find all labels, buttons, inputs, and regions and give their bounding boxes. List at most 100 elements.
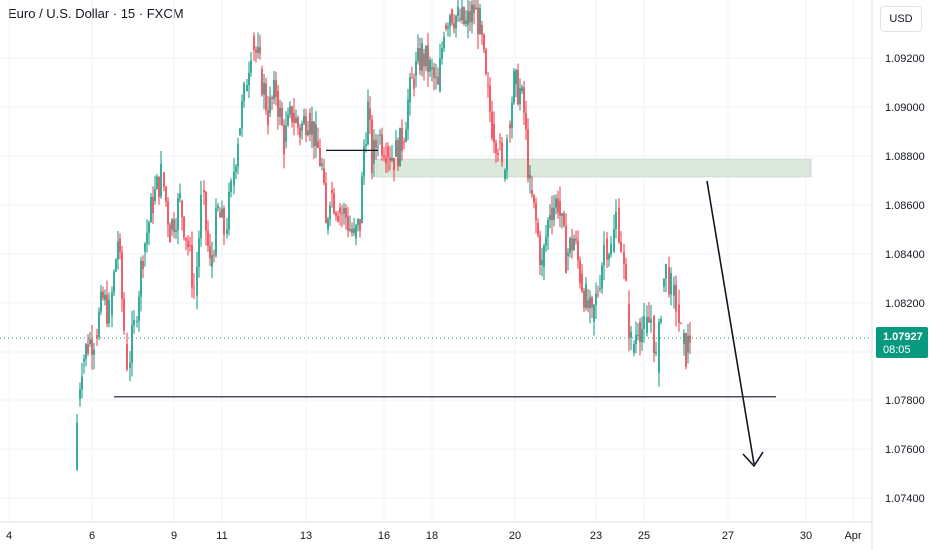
- candle: [660, 319, 662, 322]
- candle: [515, 69, 517, 85]
- candle: [429, 59, 431, 72]
- candle: [506, 138, 508, 171]
- candle: [553, 207, 555, 221]
- candle: [535, 203, 537, 221]
- time-tick-label: 4: [6, 530, 12, 542]
- candle: [543, 245, 545, 267]
- candle: [593, 304, 595, 322]
- candle: [277, 91, 279, 117]
- candle: [255, 49, 257, 53]
- candle: [93, 349, 95, 355]
- candle: [115, 259, 117, 272]
- candle: [289, 106, 291, 115]
- candle: [401, 127, 403, 152]
- candle: [443, 37, 445, 49]
- chart-title: Euro / U.S. Dollar · 15 · FXCM: [8, 6, 184, 21]
- candle: [517, 69, 519, 104]
- candle: [573, 238, 575, 251]
- currency-button[interactable]: USD: [880, 6, 922, 32]
- candle: [169, 224, 171, 243]
- candle: [319, 147, 321, 166]
- candle: [335, 213, 337, 216]
- candle: [620, 241, 622, 252]
- candle: [445, 25, 447, 29]
- candle: [603, 245, 605, 266]
- candle: [226, 229, 228, 234]
- candle: [79, 389, 81, 399]
- candle: [327, 218, 329, 230]
- candle: [158, 176, 160, 197]
- candle: [102, 291, 104, 299]
- candle: [349, 228, 351, 231]
- candle: [513, 71, 515, 103]
- candle: [175, 229, 177, 232]
- candle: [673, 284, 675, 296]
- candle: [557, 198, 559, 213]
- candle: [250, 60, 252, 73]
- candle: [646, 317, 648, 333]
- candle: [561, 213, 563, 216]
- candle: [329, 205, 331, 219]
- candle: [309, 113, 311, 135]
- candle: [635, 334, 637, 344]
- candle: [291, 106, 293, 123]
- candle: [357, 219, 359, 226]
- candle: [295, 117, 297, 123]
- candle: [233, 171, 235, 186]
- candle: [205, 192, 207, 231]
- candle: [577, 240, 579, 261]
- candle: [567, 252, 569, 256]
- candle: [237, 143, 239, 167]
- time-tick-label: 18: [426, 530, 438, 542]
- candle: [565, 225, 567, 274]
- candle: [200, 194, 202, 239]
- candle: [641, 329, 643, 343]
- candle: [76, 422, 78, 470]
- price-tick-label: 1.08600: [885, 200, 925, 212]
- candle: [369, 108, 371, 120]
- candle: [263, 83, 265, 95]
- candle: [597, 293, 599, 295]
- candle: [523, 87, 525, 113]
- candle: [367, 101, 369, 145]
- candle: [601, 265, 603, 289]
- candle: [261, 69, 263, 95]
- bar-countdown: 08:05: [883, 344, 911, 356]
- candle: [639, 322, 641, 343]
- candle: [455, 15, 457, 29]
- candle: [239, 128, 241, 135]
- candle: [246, 85, 248, 91]
- candle: [449, 15, 451, 27]
- candle: [311, 121, 313, 135]
- candle: [283, 125, 285, 155]
- candle: [351, 228, 353, 234]
- candle: [397, 140, 399, 167]
- candle: [665, 264, 667, 279]
- time-tick-label: 25: [638, 530, 650, 542]
- candle: [675, 284, 677, 312]
- candle: [587, 300, 589, 309]
- candle: [106, 294, 108, 324]
- candle: [583, 290, 585, 308]
- price-tick-label: 1.08200: [885, 298, 925, 310]
- candle: [387, 146, 389, 158]
- time-tick-label: 20: [509, 530, 521, 542]
- candle: [361, 176, 363, 223]
- candle: [501, 142, 503, 163]
- candle: [187, 240, 189, 248]
- candle: [150, 197, 152, 223]
- candle: [670, 273, 672, 295]
- candle: [471, 4, 473, 23]
- current-price-value: 1.07927: [883, 331, 923, 343]
- candle: [259, 47, 261, 54]
- candle: [529, 174, 531, 179]
- candle: [146, 232, 148, 244]
- candle: [497, 153, 499, 155]
- candle: [325, 182, 327, 224]
- candle: [433, 67, 435, 78]
- time-tick-label: 13: [300, 530, 312, 542]
- candle: [177, 198, 179, 230]
- time-tick-label: 11: [216, 530, 227, 542]
- candle: [487, 84, 489, 86]
